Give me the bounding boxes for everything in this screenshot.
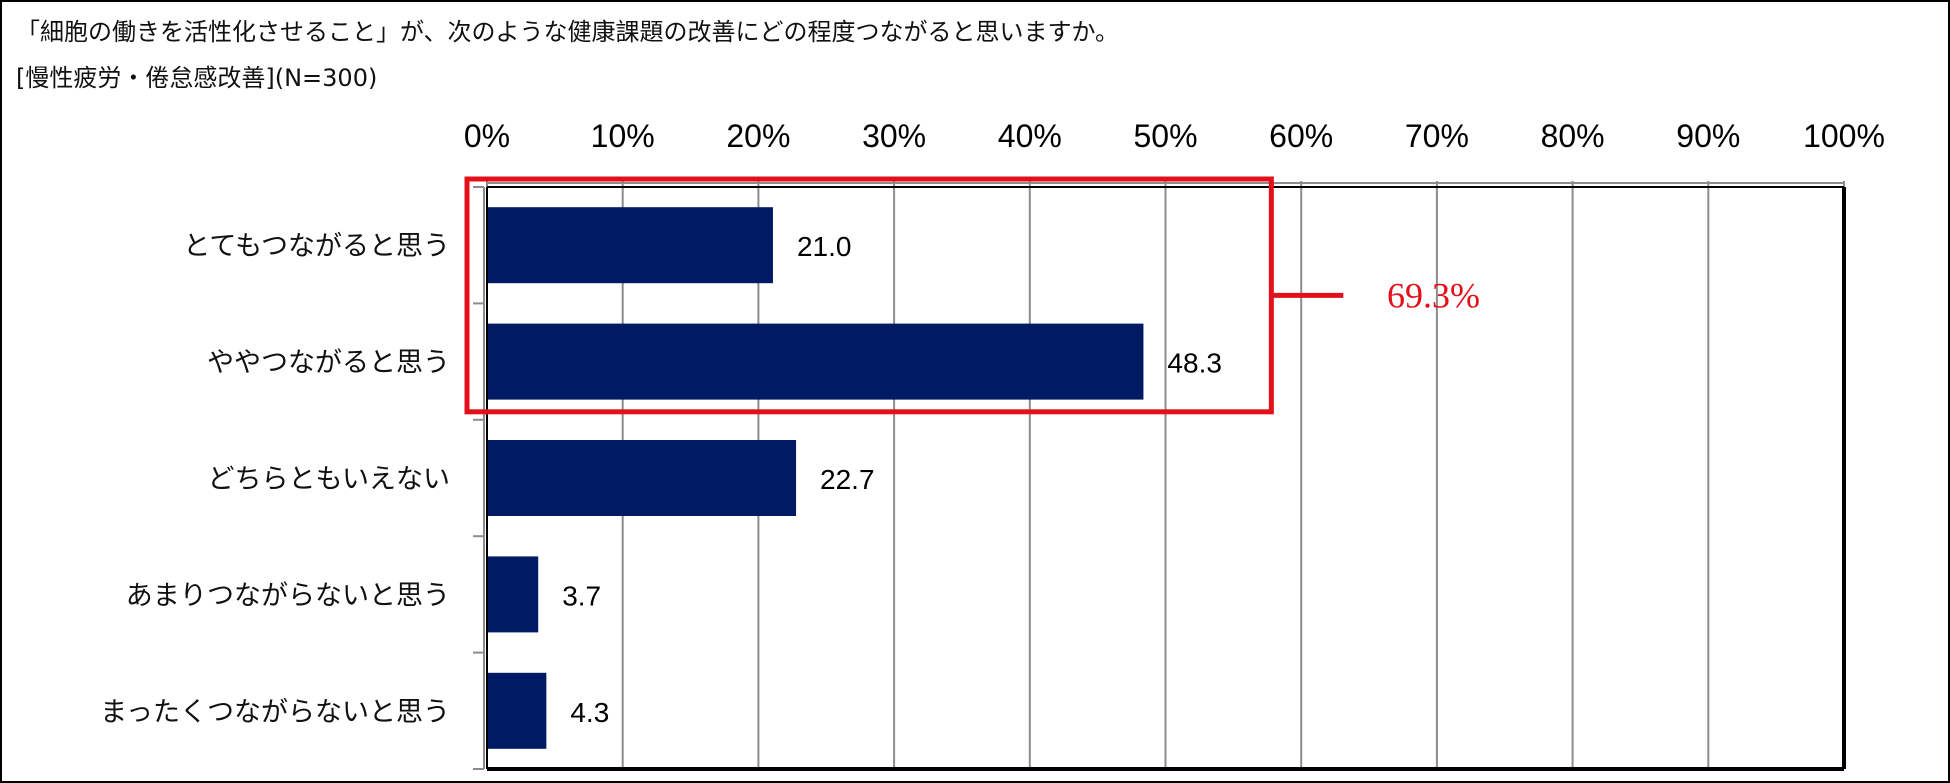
x-tick-label: 20% <box>726 118 790 154</box>
bar <box>488 323 1144 400</box>
chart-title: 「細胞の働きを活性化させること」が、次のような健康課題の改善にどの程度つながると… <box>16 18 1120 46</box>
x-tick-label: 90% <box>1676 118 1740 154</box>
chart-subtitle: [慢性疲労・倦怠感改善](N=300) <box>16 64 378 92</box>
category-label: ややつながると思う <box>207 348 450 379</box>
x-tick-label: 100% <box>1803 118 1885 154</box>
x-tick-label: 50% <box>1133 118 1197 154</box>
x-tick-label: 70% <box>1405 118 1469 154</box>
x-tick-label: 0% <box>464 118 510 154</box>
bar <box>488 440 797 516</box>
bar <box>488 207 773 284</box>
x-tick-label: 40% <box>998 118 1062 154</box>
value-label: 3.7 <box>562 580 601 611</box>
value-label: 22.7 <box>820 464 875 495</box>
category-label: とてもつながると思う <box>183 231 450 262</box>
category-label: まったくつながらないと思う <box>100 697 450 728</box>
value-label: 48.3 <box>1167 348 1222 379</box>
category-label: どちらともいえない <box>208 464 450 495</box>
x-tick-label: 30% <box>862 118 926 154</box>
highlight-total-label: 69.3% <box>1387 275 1480 315</box>
bar <box>488 672 547 749</box>
x-tick-label: 10% <box>591 118 655 154</box>
x-tick-label: 80% <box>1541 118 1605 154</box>
category-label: あまりつながらないと思う <box>126 580 450 611</box>
x-tick-label: 60% <box>1269 118 1333 154</box>
bar <box>488 556 539 633</box>
value-label: 21.0 <box>797 231 852 262</box>
value-label: 4.3 <box>570 697 609 728</box>
